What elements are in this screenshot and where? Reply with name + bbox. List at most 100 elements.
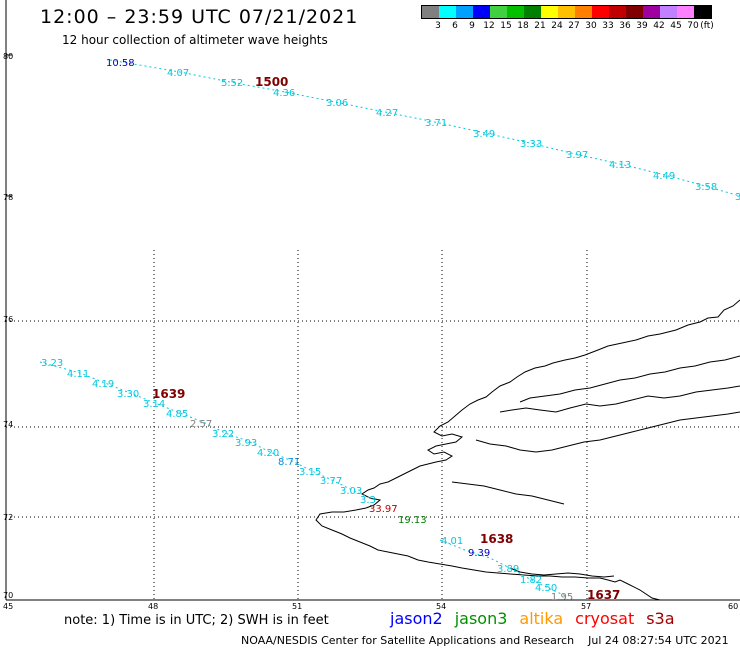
scale-swatch xyxy=(422,6,439,18)
scale-swatch xyxy=(592,6,609,18)
scale-tick-label: 33 xyxy=(602,21,614,31)
generation-timestamp: Jul 24 08:27:54 UTC 2021 xyxy=(588,634,729,647)
obs-label: 3.49 xyxy=(473,129,495,140)
longitude-labels: 45 48 51 54 57 60 xyxy=(3,602,738,611)
scale-tick-label: 9 xyxy=(469,21,475,31)
scale-swatch xyxy=(558,6,575,18)
scale-tick-label: 18 xyxy=(517,21,529,31)
map-subtitle: 12 hour collection of altimeter wave hei… xyxy=(62,33,328,47)
scale-tick-label: 27 xyxy=(568,21,580,31)
color-scale-bar xyxy=(421,5,712,19)
scale-swatch xyxy=(456,6,473,18)
scale-tick-label: 39 xyxy=(636,21,648,31)
scale-tick-label: 15 xyxy=(500,21,512,31)
obs-label: 3.97 xyxy=(566,150,588,161)
scale-swatch xyxy=(660,6,677,18)
lat-label: 80 xyxy=(3,52,13,61)
scale-swatch xyxy=(524,6,541,18)
scale-tick-label: 45 xyxy=(670,21,682,31)
scale-swatch xyxy=(541,6,558,18)
obs-label: 4.07 xyxy=(167,68,189,79)
obs-label: 3.15 xyxy=(299,467,321,478)
lat-label: 74 xyxy=(3,420,13,429)
scale-tick-label: 3 xyxy=(435,21,441,31)
latitude-labels: 80 78 76 74 72 70 xyxy=(3,52,13,600)
legend-cryosat: cryosat xyxy=(575,609,635,628)
obs-label: 3.22 xyxy=(212,429,234,440)
scale-tick-label: 30 xyxy=(585,21,597,31)
scale-tick-label: 21 xyxy=(534,21,546,31)
obs-label: 3.33 xyxy=(520,139,542,150)
scale-swatch xyxy=(439,6,456,18)
credit-text: NOAA/NESDIS Center for Satellite Applica… xyxy=(241,634,575,647)
obs-label: 3.93 xyxy=(235,438,257,449)
scale-tick-label: 70 xyxy=(687,21,699,31)
coast-south-islands xyxy=(509,567,615,578)
obs-label: 5.52 xyxy=(221,78,243,89)
obs-label: 3.58 xyxy=(695,182,717,193)
obs-label: 3 xyxy=(735,192,740,203)
coast-inner-fjord-2 xyxy=(499,385,740,413)
obs-label: 4.11 xyxy=(67,369,89,380)
obs-label: 3.06 xyxy=(326,98,348,109)
obs-label: 4.01 xyxy=(441,536,463,547)
obs-label: 33.97 xyxy=(369,504,398,515)
obs-label: 3.3 xyxy=(360,495,376,506)
scale-swatch xyxy=(490,6,507,18)
track-1500 xyxy=(109,59,740,197)
legend-altika: altika xyxy=(519,609,564,628)
obs-label: 19.13 xyxy=(398,515,427,526)
lon-label: 51 xyxy=(292,602,302,611)
wave-height-color-scale: 3 6 9 12 15 18 21 24 27 30 33 36 39 42 45 70 (ft) xyxy=(421,5,714,33)
satellite-tracks xyxy=(39,59,740,597)
coast-inner-fjord-4 xyxy=(451,481,565,505)
obs-label: 4.27 xyxy=(376,108,398,119)
obs-label: 3.14 xyxy=(143,399,165,410)
lat-label: 72 xyxy=(3,513,13,522)
obs-label: 3.71 xyxy=(425,118,447,129)
obs-label: 1.95 xyxy=(551,592,573,603)
obs-label: 4.85 xyxy=(166,409,188,420)
map-title: 12:00 – 23:59 UTC 07/21/2021 xyxy=(40,6,359,28)
coast-inner-fjord-1 xyxy=(519,355,740,403)
lat-label: 76 xyxy=(3,315,13,324)
lat-label: 78 xyxy=(3,193,13,202)
footer-credit: NOAA/NESDIS Center for Satellite Applica… xyxy=(241,634,729,647)
lat-label: 70 xyxy=(3,591,13,600)
obs-label: 4.49 xyxy=(653,171,675,182)
obs-label: 4.50 xyxy=(535,583,557,594)
obs-label: 4.13 xyxy=(609,160,631,171)
color-scale-labels: 3 6 9 12 15 18 21 24 27 30 33 36 39 42 45 70 (ft) xyxy=(421,19,714,33)
legend-s3a: s3a xyxy=(646,609,675,628)
scale-tick-label: 36 xyxy=(619,21,631,31)
scale-tick-label: 12 xyxy=(483,21,495,31)
obs-label: 8.71 xyxy=(278,457,300,468)
time-tags: 1500 1639 1638 1637 xyxy=(152,75,620,602)
lon-label: 45 xyxy=(3,602,13,611)
scale-tick-label: 24 xyxy=(551,21,563,31)
obs-label: 3.89 xyxy=(497,564,519,575)
scale-unit: (ft) xyxy=(700,21,714,31)
obs-label: 4.36 xyxy=(273,88,295,99)
obs-label: 3.30 xyxy=(117,389,139,400)
satellite-legend: jason2 jason3 altika cryosat s3a xyxy=(390,609,687,628)
scale-swatch xyxy=(507,6,524,18)
scale-swatch xyxy=(677,6,694,18)
lon-label: 54 xyxy=(436,602,446,611)
obs-label: 3.77 xyxy=(320,476,342,487)
scale-swatch xyxy=(643,6,660,18)
scale-swatch xyxy=(575,6,592,18)
greenland-coastline xyxy=(315,299,740,601)
scale-swatch xyxy=(473,6,490,18)
legend-jason3: jason3 xyxy=(454,609,508,628)
time-tag: 1500 xyxy=(255,75,288,89)
time-tag: 1637 xyxy=(587,588,620,602)
footer-note: note: 1) Time is in UTC; 2) SWH is in fe… xyxy=(64,613,329,628)
obs-label: 3.23 xyxy=(41,358,63,369)
observation-labels: 10.58 4.07 5.52 4.36 3.06 4.27 3.71 3.49… xyxy=(41,58,740,603)
obs-label: 4.20 xyxy=(257,448,279,459)
time-tag: 1639 xyxy=(152,387,185,401)
obs-label: 4.19 xyxy=(92,379,114,390)
scale-tick-label: 6 xyxy=(452,21,458,31)
